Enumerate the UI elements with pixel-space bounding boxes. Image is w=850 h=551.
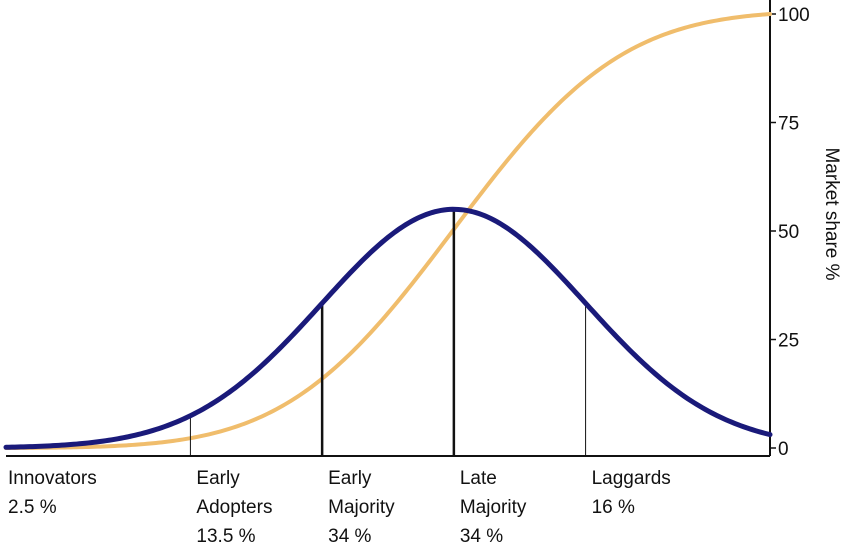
segment-share-label: 16 % (592, 497, 635, 518)
y-tick-label: 75 (778, 114, 799, 135)
segment-share-label: 34 % (460, 526, 503, 547)
segment-name-label: Adopters (196, 497, 272, 518)
y-tick-label: 25 (778, 331, 799, 352)
y-axis-title: Market share % (821, 147, 842, 280)
segment-share-label: 2.5 % (8, 497, 57, 518)
y-tick-label: 50 (778, 222, 799, 243)
segment-share-label: 13.5 % (196, 526, 255, 547)
segment-name-label: Majority (460, 497, 527, 518)
segment-name-label: Early (196, 468, 240, 489)
segment-name-label: Late (460, 468, 497, 489)
segment-name-label: Innovators (8, 468, 97, 489)
bell-curve-series (3, 206, 773, 450)
segment-share-label: 34 % (328, 526, 371, 547)
chart-labels: 100 75 50 25 0 Market share % Innovators 2.5 % E… (8, 5, 842, 547)
segment-name-label: Majority (328, 497, 395, 518)
y-tick-label: 100 (778, 5, 810, 26)
chart-marks (3, 0, 776, 457)
y-tick-label: 0 (778, 439, 789, 460)
s-curve-series (4, 12, 772, 450)
segment-name-label: Laggards (592, 468, 671, 489)
segment-name-label: Early (328, 468, 372, 489)
